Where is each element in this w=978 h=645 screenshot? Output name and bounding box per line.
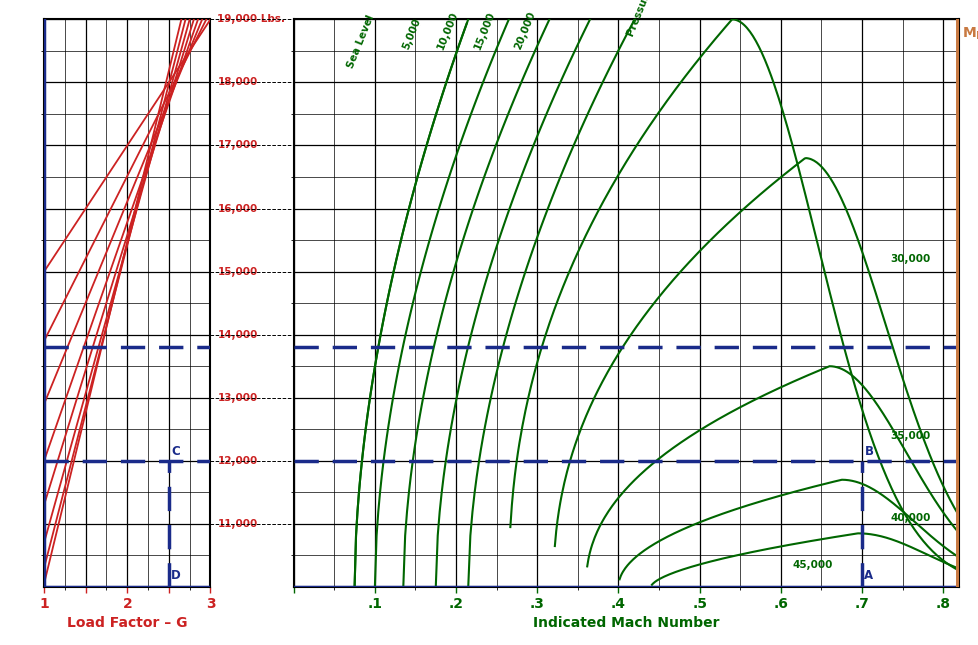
Text: 45,000: 45,000 xyxy=(792,560,832,570)
X-axis label: Indicated Mach Number: Indicated Mach Number xyxy=(533,615,719,630)
Text: Sea Level: Sea Level xyxy=(345,14,376,70)
Text: 30,000: 30,000 xyxy=(890,254,930,264)
Text: 15,000: 15,000 xyxy=(471,10,496,51)
Text: 14,000: 14,000 xyxy=(217,330,257,340)
X-axis label: Load Factor – G: Load Factor – G xyxy=(67,615,188,630)
Text: 20,000: 20,000 xyxy=(512,10,537,51)
Text: B: B xyxy=(864,444,872,458)
Text: A: A xyxy=(864,569,872,582)
Text: D: D xyxy=(171,569,181,582)
Text: 19,000 Lbs.: 19,000 Lbs. xyxy=(217,14,285,25)
Text: 17,000: 17,000 xyxy=(217,141,257,150)
Text: 11,000: 11,000 xyxy=(217,519,257,529)
Text: M$_{\mathrm{MO}}$: M$_{\mathrm{MO}}$ xyxy=(960,26,978,42)
Text: 18,000: 18,000 xyxy=(217,77,257,88)
Text: 16,000: 16,000 xyxy=(217,204,257,213)
Text: 40,000: 40,000 xyxy=(890,513,930,522)
Text: Pressure Altitude – 25,000 Ft.: Pressure Altitude – 25,000 Ft. xyxy=(625,0,700,38)
Text: 12,000: 12,000 xyxy=(217,456,257,466)
Text: 35,000: 35,000 xyxy=(890,431,930,441)
Text: 13,000: 13,000 xyxy=(217,393,257,402)
Text: 15,000: 15,000 xyxy=(217,266,257,277)
Text: 5,000: 5,000 xyxy=(400,17,422,51)
Text: 10,000: 10,000 xyxy=(435,10,460,51)
Text: C: C xyxy=(171,444,180,458)
